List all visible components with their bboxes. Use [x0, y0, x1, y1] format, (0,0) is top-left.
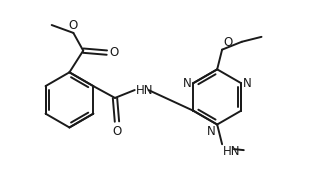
- Text: O: O: [69, 19, 78, 32]
- Text: N: N: [243, 77, 252, 90]
- Text: HN: HN: [136, 84, 153, 97]
- Text: O: O: [223, 36, 232, 49]
- Text: N: N: [183, 77, 191, 90]
- Text: O: O: [110, 46, 119, 59]
- Text: N: N: [206, 125, 215, 139]
- Text: HN: HN: [223, 145, 241, 158]
- Text: O: O: [112, 125, 122, 137]
